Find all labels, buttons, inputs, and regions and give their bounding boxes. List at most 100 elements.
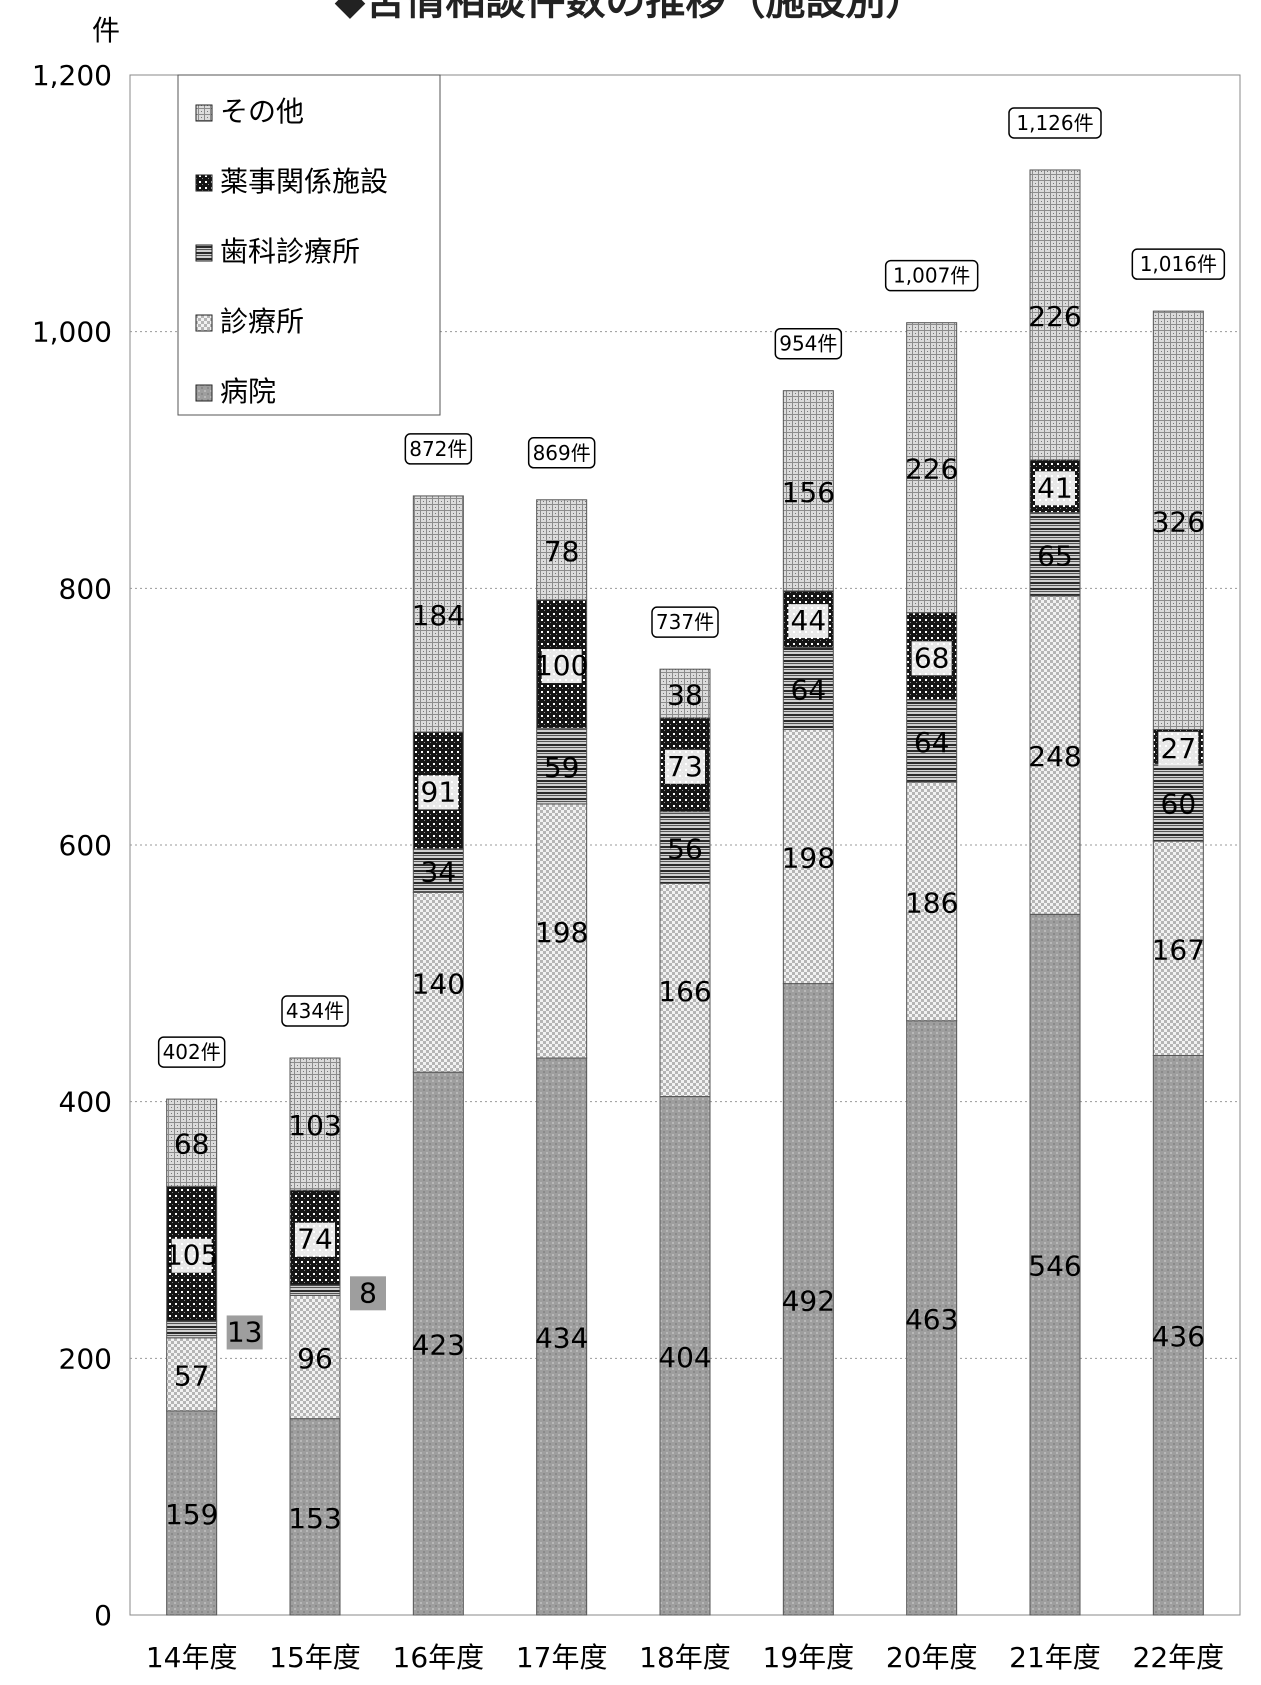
data-label: 166: [658, 975, 711, 1008]
data-label: 34: [421, 856, 457, 889]
data-label-background: [541, 649, 582, 684]
legend-label: 病院: [220, 375, 276, 408]
data-label: 27: [1161, 732, 1197, 765]
legend-swatch: [195, 174, 213, 192]
data-label: 100: [535, 649, 588, 682]
bar-segment: [1152, 310, 1204, 730]
data-label: 423: [412, 1329, 465, 1362]
legend-label: 診療所: [220, 305, 304, 338]
total-label: 737件: [656, 610, 714, 634]
data-label: 436: [1152, 1320, 1205, 1353]
data-label: 64: [914, 726, 950, 759]
bar-segment: [166, 1337, 218, 1412]
bar-segment: [1029, 595, 1081, 915]
legend-label: 薬事関係施設: [220, 165, 388, 198]
x-tick-label: 18年度: [639, 1641, 731, 1674]
x-tick-label: 21年度: [1009, 1641, 1101, 1674]
bar-segment: [412, 495, 464, 733]
data-label-background: [1035, 471, 1075, 506]
data-label: 60: [1161, 788, 1197, 821]
bar-segment: [659, 811, 711, 885]
bar-segment: [906, 322, 958, 614]
x-tick-label: 20年度: [886, 1641, 978, 1674]
total-callout-box: [1008, 107, 1102, 139]
bar-segment: [782, 983, 834, 1616]
data-label: 167: [1152, 933, 1205, 966]
y-tick-label: 1,000: [32, 316, 112, 349]
data-label: 59: [544, 751, 580, 784]
bar-segment: [536, 727, 588, 805]
y-tick-label: 800: [59, 572, 112, 605]
bar-segment: [289, 1057, 341, 1191]
bar-segment: [1029, 913, 1081, 1616]
legend-swatch: [195, 244, 213, 262]
data-label-background: [418, 775, 459, 810]
legend-label: その他: [220, 95, 304, 128]
bar-segment: [536, 1057, 588, 1616]
legend-swatch: [195, 104, 213, 122]
data-label: 140: [412, 967, 465, 1000]
data-label: 96: [297, 1342, 333, 1375]
data-label: 56: [667, 833, 703, 866]
data-label: 64: [791, 673, 827, 706]
legend-swatch: [195, 384, 213, 402]
data-label: 186: [905, 886, 958, 919]
data-label-background: [1158, 731, 1199, 766]
data-label-background: [665, 749, 705, 784]
data-label: 198: [535, 916, 588, 949]
bar-segment: [412, 848, 464, 893]
total-label: 954件: [779, 332, 837, 356]
y-tick-label: 200: [59, 1342, 112, 1375]
bar-segment: [659, 668, 711, 719]
total-callout-box: [281, 995, 349, 1027]
bar-segment: [1029, 169, 1081, 461]
y-tick-label: 400: [59, 1086, 112, 1119]
data-label: 68: [914, 641, 950, 674]
data-label-background: [788, 604, 829, 639]
bar-segment: [782, 646, 834, 730]
bar-segment: [906, 1020, 958, 1616]
data-label: 546: [1028, 1250, 1081, 1283]
data-label: 492: [782, 1284, 835, 1317]
chart-title: ◆苦情相談件数の推移（施設別）: [335, 0, 926, 24]
data-label: 74: [297, 1223, 333, 1256]
bar-segment: [1152, 1054, 1204, 1616]
data-label-background: [226, 1315, 263, 1350]
data-label: 38: [667, 679, 703, 712]
x-tick-label: 15年度: [269, 1641, 361, 1674]
data-label: 103: [288, 1109, 341, 1142]
bar-segment: [1152, 763, 1204, 842]
total-label: 1,126件: [1016, 111, 1093, 135]
data-label: 105: [165, 1239, 218, 1272]
data-label: 156: [782, 476, 835, 509]
total-label: 434件: [286, 999, 344, 1023]
y-axis-unit-label: 件: [92, 14, 120, 47]
data-label: 198: [782, 842, 835, 875]
data-label: 68: [174, 1128, 210, 1161]
data-label: 226: [1028, 300, 1081, 333]
data-label: 57: [174, 1359, 210, 1392]
y-tick-label: 600: [59, 829, 112, 862]
data-label: 13: [227, 1315, 263, 1348]
x-tick-label: 17年度: [516, 1641, 608, 1674]
x-tick-label: 16年度: [393, 1641, 485, 1674]
data-label: 153: [288, 1502, 341, 1535]
total-label: 872件: [409, 437, 467, 461]
legend-swatch: [195, 314, 213, 332]
data-label: 248: [1028, 740, 1081, 773]
total-label: 1,007件: [893, 264, 970, 288]
total-callout-box: [651, 606, 719, 638]
legend-label: 歯科診療所: [220, 235, 360, 268]
data-label: 8: [359, 1276, 377, 1309]
total-callout-box: [884, 259, 979, 292]
x-tick-label: 14年度: [146, 1641, 238, 1674]
bar-segment: [1152, 840, 1204, 1056]
y-tick-label: 0: [94, 1599, 112, 1632]
y-tick-label: 1,200: [32, 59, 112, 92]
data-label: 434: [535, 1322, 588, 1355]
bar-segment: [536, 499, 588, 601]
data-label-background: [350, 1276, 386, 1311]
total-callout-box: [404, 433, 473, 465]
